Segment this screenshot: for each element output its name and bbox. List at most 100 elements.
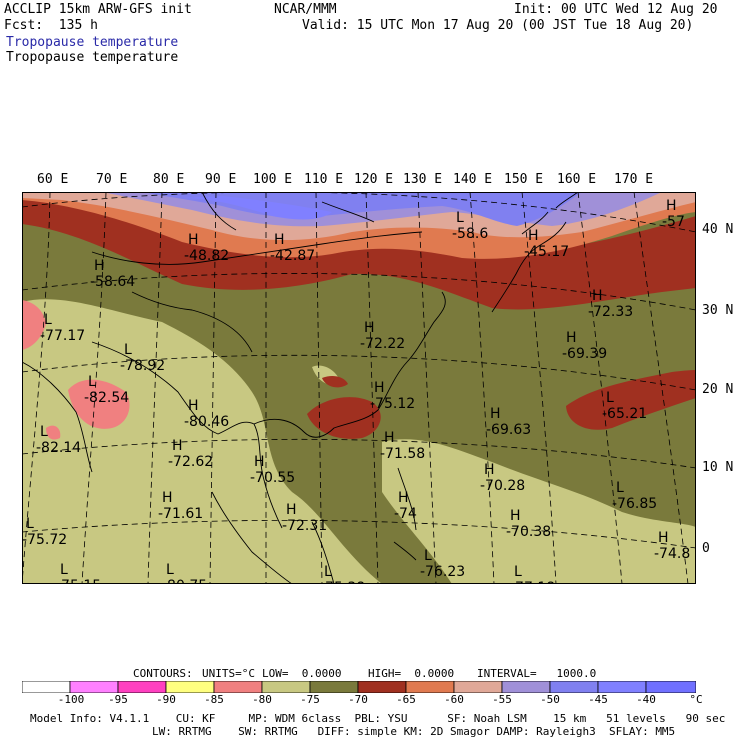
extremum-value: -82.14: [36, 440, 81, 456]
extremum-value: -71.61: [158, 506, 203, 522]
colorbar-tick-label: -80: [252, 693, 272, 706]
valid-time: Valid: 15 UTC Mon 17 Aug 20 (00 JST Tue …: [302, 18, 694, 33]
lon-label: 60 E: [37, 172, 69, 187]
organization: NCAR/MMM: [274, 2, 337, 17]
lon-label: 120 E: [354, 172, 394, 187]
colorbar-tick-label: -45: [588, 693, 608, 706]
extremum-value: -75.15: [56, 578, 101, 584]
high-marker: H: [666, 198, 677, 214]
colorbar-swatch: [501, 681, 551, 693]
extremum-value: -76.85: [612, 496, 657, 512]
colorbar: [22, 681, 696, 693]
low-marker: L: [166, 562, 174, 578]
lat-label: 30 N: [702, 303, 734, 318]
extremum-value: -78.92: [120, 358, 165, 374]
tropopause-temperature-map: H-57L-58.6 H-45.17H-48.82H-42.87H-58.64H-…: [22, 192, 696, 584]
colorbar-swatch: [309, 681, 359, 693]
lon-label: 130 E: [403, 172, 443, 187]
coastline: [521, 192, 579, 235]
extremum-value: -72.62: [168, 454, 213, 470]
contours-label: CONTOURS:: [133, 667, 193, 680]
lon-label: 160 E: [557, 172, 597, 187]
lon-label: 80 E: [153, 172, 185, 187]
units-label: UNITS=°C: [202, 667, 255, 680]
extremum-value: -70.28: [480, 478, 525, 494]
grid-lat: [22, 519, 696, 549]
colorbar-swatch: [261, 681, 311, 693]
high-marker: H: [528, 228, 539, 244]
colorbar-swatch: [69, 681, 119, 693]
extremum-value: -57: [662, 214, 685, 230]
grid-lon: [577, 192, 623, 584]
extremum-value: -72.33: [588, 304, 633, 320]
colorbar-units-label: °C: [689, 693, 703, 706]
high-marker: H: [484, 462, 495, 478]
colorbar-swatch: [405, 681, 455, 693]
extremum-value: -65.21: [602, 406, 647, 422]
lon-label: 140 E: [453, 172, 493, 187]
colorbar-tick-label: -85: [204, 693, 224, 706]
grid-lat: [22, 354, 696, 391]
high-marker: H: [188, 232, 199, 248]
low-marker: L: [40, 424, 48, 440]
border: [201, 192, 375, 231]
extremum-value: -75.38: [320, 580, 365, 584]
extremum-value: -75.72: [22, 532, 67, 548]
border: [131, 291, 253, 353]
low-marker: L: [456, 210, 464, 226]
low-marker: L: [616, 480, 624, 496]
extremum-value: -80.46: [184, 414, 229, 430]
colorbar-swatch: [117, 681, 167, 693]
low-label: LOW= 0.0000: [262, 667, 342, 680]
lat-label: 0: [702, 541, 710, 556]
high-marker: H: [490, 406, 501, 422]
high-marker: H: [274, 232, 285, 248]
field-title-shaded: Tropopause temperature: [6, 35, 179, 50]
colorbar-tick-label: -70: [348, 693, 368, 706]
grid-lon: [147, 192, 163, 584]
lat-label: 10 N: [702, 460, 734, 475]
grid-lon: [469, 192, 495, 584]
lat-label: 40 N: [702, 222, 734, 237]
low-marker: L: [324, 564, 332, 580]
colorbar-swatch: [549, 681, 599, 693]
high-marker: H: [364, 320, 375, 336]
lat-label: 20 N: [702, 382, 734, 397]
colorbar-tick-label: -50: [540, 693, 560, 706]
coastline: [91, 341, 283, 529]
coastline: [211, 491, 293, 584]
grid-lon: [209, 192, 217, 584]
low-marker: L: [88, 374, 96, 390]
high-marker: H: [384, 430, 395, 446]
colorbar-tick-label: -100: [57, 693, 85, 706]
lon-label: 90 E: [205, 172, 237, 187]
low-marker: L: [26, 516, 34, 532]
high-marker: H: [398, 490, 409, 506]
init-time: Init: 00 UTC Wed 12 Aug 20: [514, 2, 718, 17]
shade-pink: [46, 425, 61, 440]
extremum-value: -45.17: [524, 244, 569, 260]
extremum-value: -76.23: [420, 564, 465, 580]
extrema-labels: H-57L-58.6 H-45.17H-48.82H-42.87H-58.64H-…: [22, 198, 690, 584]
lon-label: 110 E: [304, 172, 344, 187]
extremum-value: -48.82: [184, 248, 229, 264]
interval-label: INTERVAL= 1000.0: [477, 667, 597, 680]
lon-label: 170 E: [614, 172, 654, 187]
shade-light-olive: [382, 439, 696, 584]
shade-blue: [182, 196, 332, 220]
colorbar-tick-label: -90: [156, 693, 176, 706]
extremum-value: -77.18: [510, 580, 555, 584]
grid-lat: [22, 438, 696, 469]
colorbar-tick-label: -65: [396, 693, 416, 706]
shade-light-olive: [22, 299, 382, 584]
grid-lon: [521, 192, 557, 584]
shade-dark-red: [307, 397, 381, 439]
coastline: [311, 521, 335, 584]
low-marker: L: [514, 564, 522, 580]
colorbar-swatch: [357, 681, 407, 693]
grid-lon: [315, 192, 323, 584]
high-label: HIGH= 0.0000: [368, 667, 455, 680]
grid-lon: [633, 192, 689, 584]
extremum-value: -77.17: [40, 328, 85, 344]
extremum-value: -72.22: [360, 336, 405, 352]
